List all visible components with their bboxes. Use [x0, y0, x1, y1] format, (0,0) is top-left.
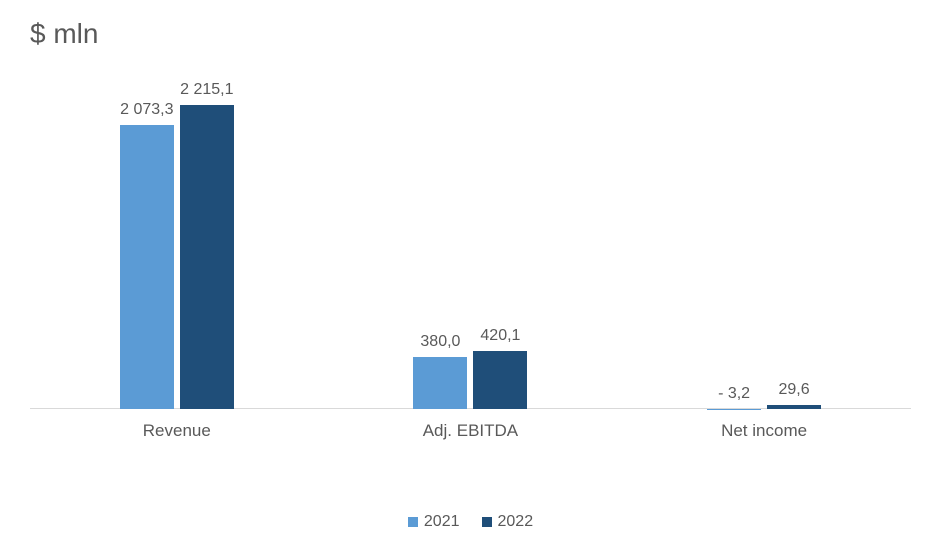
bars: 2 073,3 2 215,1: [30, 80, 324, 409]
bar-rect: [120, 125, 174, 409]
data-label: 29,6: [744, 381, 844, 399]
legend-item-2022: 2022: [482, 513, 534, 531]
bar-rect: [180, 105, 234, 409]
chart-title: $ mln: [30, 18, 98, 50]
category-label: Adj. EBITDA: [324, 421, 618, 441]
bar-2021: - 3,2: [707, 80, 761, 409]
legend: 2021 2022: [0, 513, 941, 531]
bar-group-ebitda: 380,0 420,1 Adj. EBITDA: [324, 80, 618, 409]
legend-item-2021: 2021: [408, 513, 460, 531]
bar-rect: [473, 351, 527, 409]
bar-rect: [707, 409, 761, 410]
bars: - 3,2 29,6: [617, 80, 911, 409]
bar-2022: 2 215,1: [180, 80, 234, 409]
legend-label: 2021: [424, 513, 460, 531]
bar-group-revenue: 2 073,3 2 215,1 Revenue: [30, 80, 324, 409]
bar-rect: [413, 357, 467, 409]
financials-bar-chart: $ mln 2 073,3 2 215,1 Revenue 380,0: [0, 0, 941, 549]
category-label: Revenue: [30, 421, 324, 441]
legend-swatch: [408, 517, 418, 527]
bar-2022: 420,1: [473, 80, 527, 409]
data-label: 420,1: [450, 327, 550, 345]
bar-2021: 380,0: [413, 80, 467, 409]
legend-label: 2022: [498, 513, 534, 531]
plot-area: 2 073,3 2 215,1 Revenue 380,0 420,1: [30, 80, 911, 439]
legend-swatch: [482, 517, 492, 527]
bars: 380,0 420,1: [324, 80, 618, 409]
category-label: Net income: [617, 421, 911, 441]
bar-group-netincome: - 3,2 29,6 Net income: [617, 80, 911, 409]
data-label: 2 215,1: [157, 81, 257, 99]
bar-2021: 2 073,3: [120, 80, 174, 409]
bar-2022: 29,6: [767, 80, 821, 409]
bar-rect: [767, 405, 821, 409]
